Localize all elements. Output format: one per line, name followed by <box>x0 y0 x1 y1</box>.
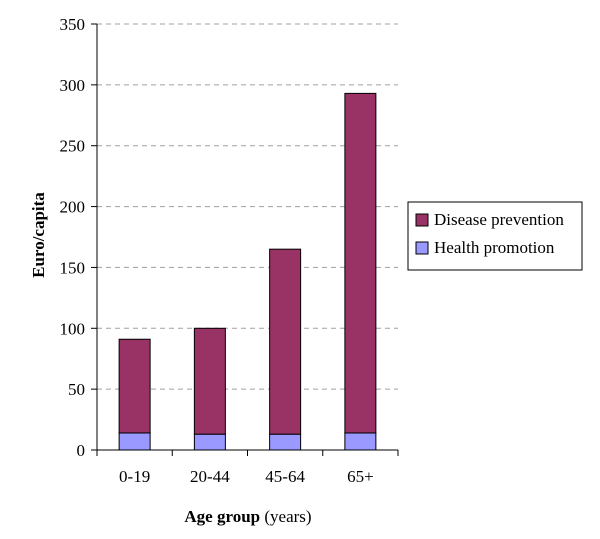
bar-health-promotion-65+ <box>344 432 377 451</box>
bars <box>118 92 377 451</box>
x-axis-title: Age group (years) <box>184 507 311 526</box>
y-tick-label: 0 <box>77 441 86 460</box>
y-tick-label: 350 <box>60 15 86 34</box>
x-tick-label: 45-64 <box>265 467 305 486</box>
legend-swatch <box>415 213 429 227</box>
bar-disease-prevention-0-19 <box>118 338 151 434</box>
y-tick-label: 200 <box>60 198 86 217</box>
x-axis-title-unit: (years) <box>260 507 311 526</box>
y-tick-label: 50 <box>68 380 85 399</box>
bar-disease-prevention-20-44 <box>193 327 226 435</box>
x-axis-title-main: Age group <box>184 507 260 526</box>
y-tick-label: 100 <box>60 319 86 338</box>
bar-health-promotion-20-44 <box>193 433 226 451</box>
bar-health-promotion-0-19 <box>118 432 151 451</box>
legend-swatch <box>415 241 429 255</box>
bar-disease-prevention-45-64 <box>269 248 302 435</box>
y-tick-label: 300 <box>60 76 86 95</box>
x-tick-label: 20-44 <box>190 467 230 486</box>
x-tick-label: 65+ <box>347 467 374 486</box>
axes <box>91 23 399 456</box>
legend-label: Disease prevention <box>434 210 564 229</box>
y-axis-title: Euro/capita <box>29 192 48 278</box>
y-tick-label: 250 <box>60 137 86 156</box>
legend-box <box>407 201 583 271</box>
y-tick-labels: 0 50 100 150 200 250 300 350 <box>60 15 86 460</box>
bar-health-promotion-45-64 <box>269 433 302 451</box>
x-tick-label: 0-19 <box>119 467 150 486</box>
legend: Disease prevention Health promotion <box>407 201 583 271</box>
legend-label: Health promotion <box>434 238 555 257</box>
x-tick-labels: 0-19 20-44 45-64 65+ <box>119 467 374 486</box>
y-tick-label: 150 <box>60 258 86 277</box>
bar-disease-prevention-65+ <box>344 92 377 434</box>
